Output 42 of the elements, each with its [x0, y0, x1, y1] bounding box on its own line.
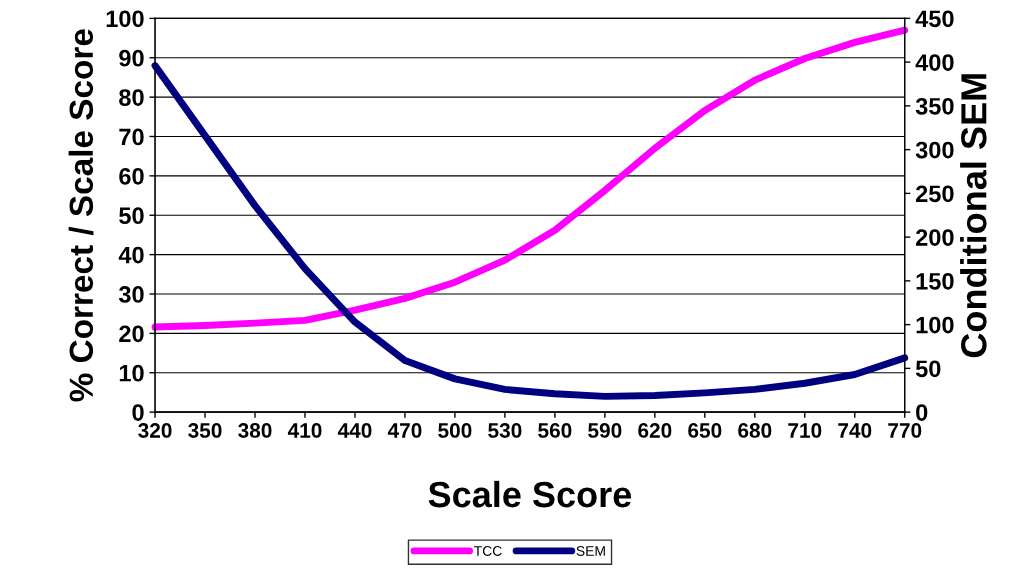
- x-tick-label: 470: [387, 423, 422, 438]
- x-tick-label: 410: [287, 423, 322, 438]
- y-tick-label: 20: [119, 325, 144, 343]
- x-tick-label: 740: [838, 423, 872, 438]
- y2-tick-label: 0: [916, 404, 928, 421]
- y2-tick-label: 200: [915, 229, 954, 246]
- x-tick-label: 500: [438, 423, 472, 438]
- x-tick-label: 320: [138, 423, 172, 438]
- y-tick-label: 40: [118, 246, 144, 264]
- x-tick-label: 680: [738, 423, 772, 438]
- legend-label: SEM: [576, 546, 605, 556]
- y2-tick-label: 50: [915, 360, 941, 378]
- x-tick-label: 770: [888, 423, 922, 438]
- y-tick-label: 100: [106, 10, 144, 28]
- y-tick-label: 70: [119, 128, 144, 146]
- y-tick-label: 90: [119, 49, 144, 67]
- x-tick-label: 380: [238, 423, 272, 438]
- x-tick-label: 710: [788, 423, 822, 438]
- x-tick-label: 590: [588, 423, 622, 438]
- y-axis-title: % Correct / Scale Score: [68, 29, 94, 402]
- y2-tick-label: 250: [915, 185, 954, 203]
- y2-tick-label: 100: [916, 316, 954, 334]
- x-tick-label: 650: [688, 423, 722, 438]
- y-tick-label: 0: [132, 404, 144, 421]
- legend-label: TCC: [474, 546, 502, 556]
- x-tick-label: 620: [638, 423, 672, 438]
- y2-tick-label: 400: [915, 54, 954, 71]
- x-tick-label: 560: [538, 423, 572, 438]
- x-tick-label: 350: [188, 423, 222, 438]
- y-tick-label: 60: [119, 167, 144, 185]
- y-tick-label: 30: [118, 286, 144, 303]
- y-tick-label: 50: [119, 207, 144, 225]
- x-tick-label: 440: [337, 423, 372, 438]
- y2-tick-label: 350: [915, 97, 954, 115]
- y-tick-label: 80: [119, 89, 144, 106]
- y2-axis-title: Conditional SEM: [960, 74, 987, 358]
- y2-tick-label: 300: [915, 141, 954, 159]
- y2-tick-label: 450: [915, 10, 954, 28]
- y2-tick-label: 150: [916, 272, 954, 290]
- x-axis-title: Scale Score: [428, 480, 632, 508]
- x-tick-label: 530: [488, 423, 522, 438]
- y-tick-label: 10: [119, 364, 144, 382]
